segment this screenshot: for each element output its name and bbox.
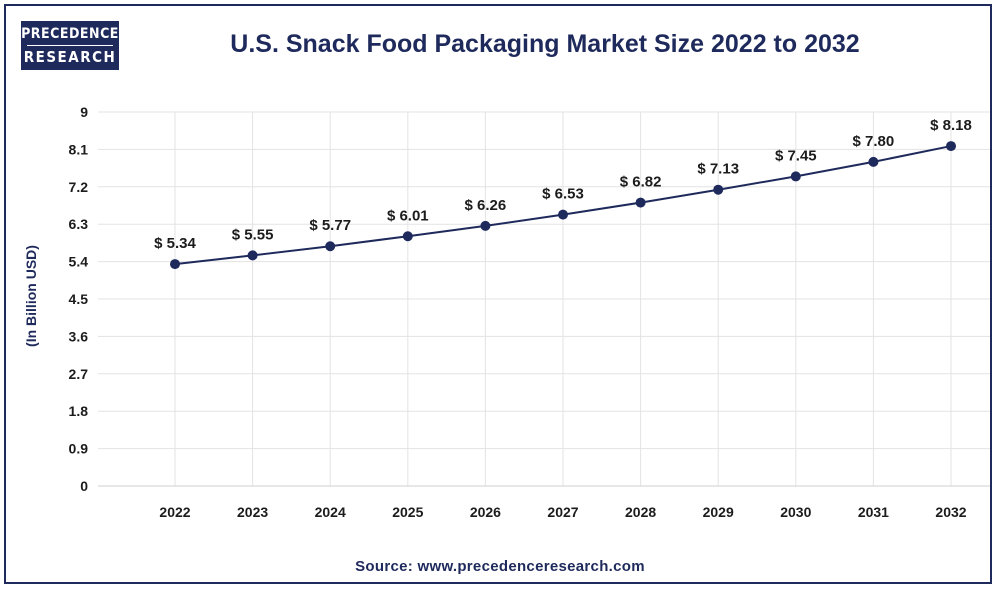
data-label: $ 6.26 xyxy=(465,197,507,214)
data-label: $ 7.80 xyxy=(853,133,895,150)
data-label: $ 5.77 xyxy=(309,217,351,234)
data-point xyxy=(170,259,180,270)
x-tick-label: 2027 xyxy=(547,504,578,520)
source-text: Source: www.precedenceresearch.com xyxy=(355,558,645,575)
y-tick-label: 3.6 xyxy=(69,328,89,344)
data-label: $ 5.55 xyxy=(232,226,274,243)
precedence-research-logo: PRECEDENCE RESEARCH xyxy=(21,21,119,70)
data-point xyxy=(402,231,413,242)
data-label: $ 7.13 xyxy=(697,161,739,178)
y-tick-label: 5.4 xyxy=(69,254,89,270)
logo-line1: PRECEDENCE xyxy=(21,26,119,42)
data-label: $ 6.53 xyxy=(542,186,584,203)
logo-line2: RESEARCH xyxy=(23,48,117,66)
x-tick-label: 2024 xyxy=(315,504,346,520)
data-point xyxy=(325,241,336,252)
x-tick-label: 2026 xyxy=(470,504,501,520)
chart-title: U.S. Snack Food Packaging Market Size 20… xyxy=(230,30,860,58)
x-tick-label: 2032 xyxy=(935,504,966,520)
x-tick-label: 2025 xyxy=(392,504,423,520)
chart-frame xyxy=(4,4,992,584)
data-point xyxy=(480,220,491,231)
y-tick-label: 6.3 xyxy=(69,216,89,232)
y-tick-label: 1.8 xyxy=(69,403,89,419)
data-point xyxy=(790,171,801,182)
x-tick-label: 2030 xyxy=(780,504,811,520)
data-point xyxy=(868,156,879,167)
y-tick-label: 0 xyxy=(80,478,88,494)
data-label: $ 5.34 xyxy=(154,235,196,252)
data-point xyxy=(635,197,646,208)
data-point xyxy=(558,209,568,220)
data-label: $ 8.18 xyxy=(930,117,972,134)
logo-divider xyxy=(27,45,113,46)
y-tick-label: 9 xyxy=(80,104,88,120)
data-point xyxy=(713,184,724,195)
y-tick-label: 8.1 xyxy=(69,141,89,157)
source-note: Source: www.precedenceresearch.com xyxy=(0,558,1000,575)
x-tick-label: 2022 xyxy=(159,504,190,520)
y-tick-label: 0.9 xyxy=(69,441,89,457)
x-tick-label: 2023 xyxy=(237,504,268,520)
data-label: $ 7.45 xyxy=(775,147,817,164)
data-label: $ 6.01 xyxy=(387,207,429,224)
x-tick-label: 2029 xyxy=(703,504,734,520)
x-tick-label: 2031 xyxy=(858,504,889,520)
y-tick-label: 7.2 xyxy=(69,179,89,195)
data-point xyxy=(247,250,258,261)
x-tick-label: 2028 xyxy=(625,504,656,520)
data-label: $ 6.82 xyxy=(620,174,662,191)
y-tick-label: 2.7 xyxy=(69,366,89,382)
y-tick-label: 4.5 xyxy=(69,291,89,307)
data-point xyxy=(946,141,956,152)
